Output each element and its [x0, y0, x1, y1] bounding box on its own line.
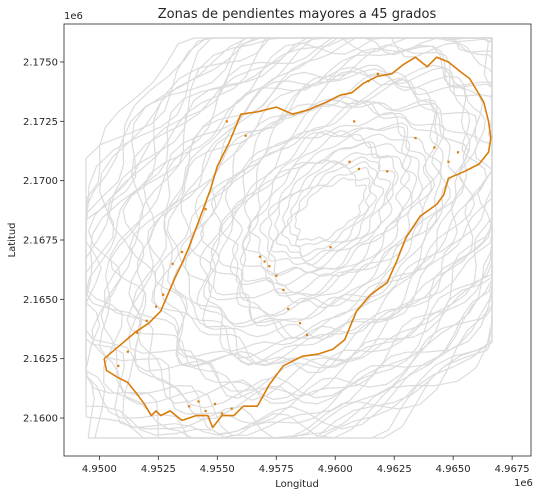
contour-line	[154, 68, 493, 359]
steep-patch-point	[456, 151, 460, 154]
contour-line	[286, 173, 371, 248]
x-axis-label: Longitud	[275, 479, 319, 490]
y-tick-label: 2.1700	[23, 176, 58, 187]
steep-patch-point	[348, 160, 351, 163]
steep-patch-point	[221, 412, 224, 415]
contour-line	[172, 64, 488, 366]
x-tick-label: 4.9650	[436, 464, 471, 475]
boundary-line	[103, 56, 492, 429]
steep-patch-point	[386, 170, 389, 173]
steep-patch-point	[305, 333, 309, 337]
x-tick-label: 4.9500	[82, 464, 117, 475]
steep-patch-point	[188, 405, 191, 408]
y-axis-ticks: 2.1600 2.1625 2.1650 2.1675 2.1700 2.1725 2.17…	[23, 57, 64, 425]
x-tick-label: 4.9525	[141, 464, 176, 475]
background-contours	[85, 37, 493, 439]
y-tick-label: 2.1750	[23, 57, 58, 68]
steep-patch-point	[155, 305, 158, 308]
steep-patch-point	[353, 120, 356, 123]
study-area-boundary	[103, 56, 492, 429]
contour-line	[259, 141, 399, 276]
contour-line	[240, 125, 424, 298]
steep-patch-point	[204, 409, 207, 413]
steep-patch-point	[329, 246, 332, 249]
x-axis-ticks: 4.9500 4.9525 4.9550 4.9575 4.9600 4.9625 4.96…	[82, 456, 530, 475]
steep-patch-point	[162, 293, 165, 296]
steep-patch-point	[258, 255, 261, 258]
y-tick-label: 2.1675	[23, 236, 58, 247]
steep-patch-point	[282, 288, 285, 291]
y-tick-label: 2.1625	[23, 354, 58, 365]
steep-patch-point	[433, 146, 436, 149]
steep-patch-point	[367, 80, 370, 83]
contour-line	[221, 111, 442, 304]
steep-patch-point	[204, 208, 207, 211]
y-tick-label: 2.1650	[23, 295, 58, 306]
y-tick-label: 2.1725	[23, 117, 58, 128]
contour-line	[275, 161, 385, 263]
steep-patch-point	[275, 274, 278, 277]
steep-patch-point	[298, 322, 302, 325]
chart-title: Zonas de pendientes mayores a 45 grados	[158, 7, 437, 22]
contour-line	[241, 133, 412, 287]
y-axis-label: Latitud	[7, 222, 18, 257]
contour-line	[209, 100, 445, 317]
steep-patch-point	[230, 407, 233, 410]
x-tick-label: 4.9625	[377, 464, 412, 475]
steep-patch-point	[180, 250, 184, 254]
steep-patch-point	[376, 72, 379, 75]
contour-line	[146, 45, 493, 368]
steep-patch-point	[171, 262, 174, 265]
steep-patch-point	[225, 120, 228, 123]
contour-line	[270, 156, 392, 266]
x-tick-label: 4.9675	[495, 464, 530, 475]
steep-slope-patches	[117, 72, 460, 415]
contour-line	[217, 99, 439, 316]
steep-patch-point	[447, 160, 450, 163]
contour-line	[85, 37, 493, 439]
x-axis-offset-label: 1e6	[514, 478, 533, 489]
contour-line	[267, 151, 396, 269]
steep-patch-point	[244, 134, 247, 137]
steep-patch-point	[197, 400, 200, 403]
steep-patch-point	[213, 402, 217, 405]
steep-patch-point	[268, 265, 271, 268]
contour-line	[129, 44, 493, 368]
steep-patch-point	[145, 319, 148, 322]
x-tick-label: 4.9575	[259, 464, 294, 475]
steep-patch-point	[117, 364, 120, 367]
steep-patch-point	[263, 260, 266, 263]
contour-line	[281, 166, 377, 258]
steep-patch-point	[414, 136, 417, 140]
contour-line	[189, 77, 479, 340]
contour-line	[294, 177, 367, 241]
steep-patch-point	[136, 331, 139, 334]
steep-patch-point	[357, 167, 360, 170]
contour-line	[231, 122, 436, 297]
x-tick-label: 4.9600	[318, 464, 353, 475]
y-axis-offset-label: 1e6	[64, 11, 83, 22]
steep-patch-point	[126, 350, 129, 353]
y-tick-label: 2.1600	[23, 414, 58, 425]
x-tick-label: 4.9550	[200, 464, 235, 475]
contour-line	[184, 72, 478, 340]
contour-line	[199, 98, 466, 327]
contour-line	[239, 129, 418, 294]
steep-patch-point	[287, 307, 290, 310]
